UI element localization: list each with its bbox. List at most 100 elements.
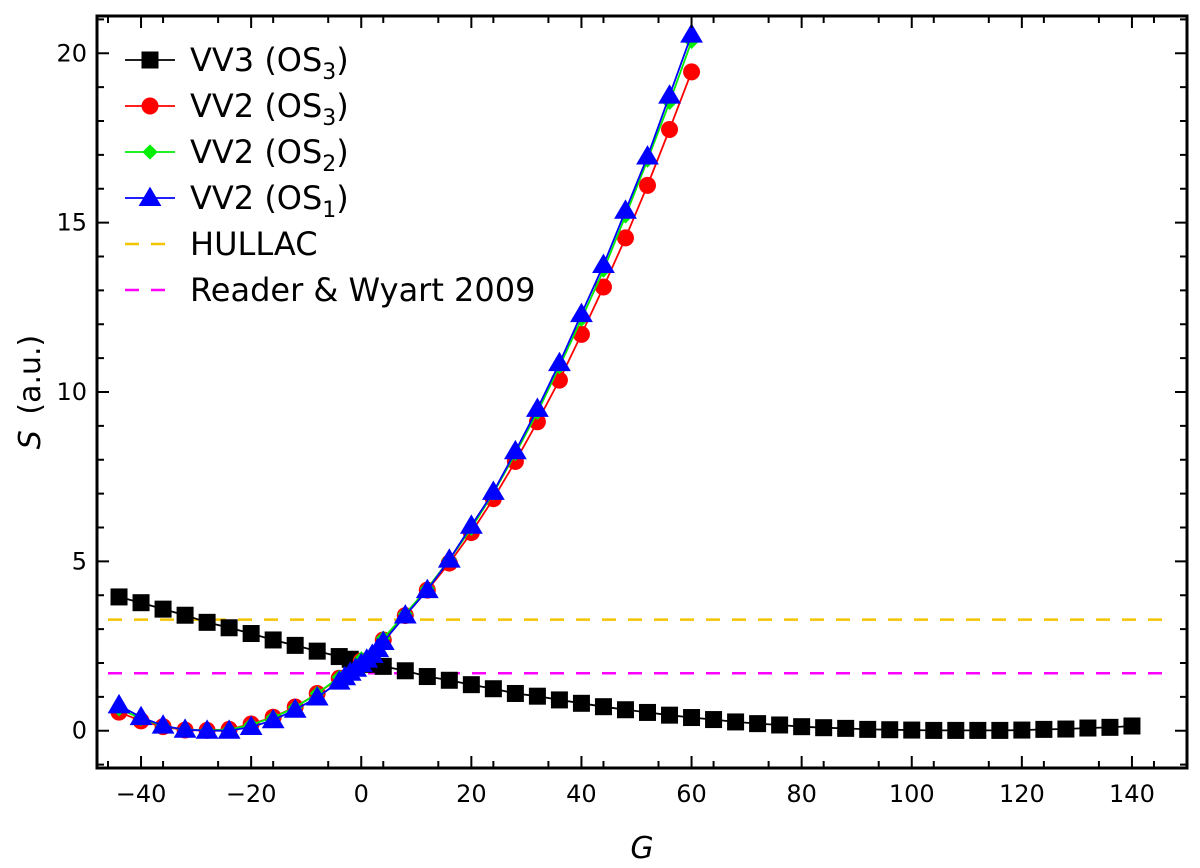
- data-point: [636, 145, 659, 165]
- data-point: [462, 676, 480, 694]
- data-point: [286, 636, 304, 654]
- data-point: [1057, 720, 1075, 738]
- data-point: [815, 719, 833, 737]
- data-point: [683, 63, 701, 81]
- data-point: [616, 701, 634, 719]
- data-point: [661, 120, 679, 138]
- data-point: [371, 630, 395, 650]
- data-point: [242, 625, 260, 643]
- data-point: [239, 715, 263, 735]
- data-point: [173, 718, 197, 738]
- data-point: [1079, 719, 1097, 737]
- data-point: [572, 694, 590, 712]
- data-point: [437, 548, 461, 568]
- data-point: [220, 619, 238, 637]
- legend-label: VV2 (OS2): [190, 133, 349, 177]
- y-tick-label: 20: [56, 39, 87, 67]
- data-point: [195, 719, 219, 739]
- legend-swatch-marker: [138, 186, 162, 206]
- legend: VV3 (OS3)VV2 (OS3)VV2 (OS2)VV2 (OS1)HULL…: [125, 41, 535, 309]
- data-point: [1035, 720, 1053, 738]
- data-point: [198, 613, 216, 631]
- data-point: [594, 278, 612, 296]
- data-point: [415, 578, 439, 599]
- data-point: [503, 439, 527, 460]
- legend-label: VV2 (OS1): [190, 179, 349, 223]
- data-point: [459, 514, 483, 534]
- data-point: [154, 600, 172, 618]
- data-point: [1013, 721, 1031, 739]
- legend-entry: VV2 (OS2): [125, 133, 349, 177]
- data-point: [594, 698, 612, 716]
- data-point: [969, 721, 987, 739]
- y-tick-label: 15: [56, 209, 87, 237]
- legend-entry: VV3 (OS3): [125, 41, 349, 85]
- data-point: [570, 302, 593, 323]
- legend-label-main: VV2 (OS: [190, 87, 322, 125]
- y-axis-unit: (a.u.): [13, 335, 48, 415]
- data-point: [308, 642, 326, 660]
- data-point: [550, 691, 568, 709]
- y-axis-title: S (a.u.): [13, 335, 48, 449]
- data-point: [548, 351, 571, 372]
- data-point: [859, 720, 877, 738]
- data-point: [749, 715, 767, 733]
- legend-entry: VV2 (OS1): [125, 179, 349, 223]
- data-point: [616, 229, 634, 247]
- data-point: [528, 687, 546, 705]
- data-point: [396, 662, 414, 680]
- legend-label-end: ): [336, 41, 348, 79]
- data-point: [947, 721, 965, 739]
- series-3: [107, 23, 703, 739]
- y-tick-label: 10: [56, 378, 87, 406]
- data-point: [418, 668, 436, 686]
- legend-label: VV3 (OS3): [190, 41, 349, 85]
- data-point: [1101, 718, 1119, 736]
- legend-label: Reader & Wyart 2009: [190, 271, 535, 309]
- legend-label-subscript: 2: [322, 152, 336, 177]
- legend-label: VV2 (OS3): [190, 87, 349, 131]
- data-point: [661, 706, 679, 724]
- data-point: [481, 480, 505, 500]
- data-point: [658, 84, 681, 104]
- data-point: [925, 721, 943, 739]
- legend-entry: Reader & Wyart 2009: [125, 271, 535, 309]
- x-tick-label: −40: [116, 780, 167, 808]
- x-tick-label: 20: [456, 780, 487, 808]
- data-point: [793, 718, 811, 736]
- ticks-layer: −40 −20 0 20 40 60 80 100 120 140 0 5 10 15 20: [56, 16, 1187, 808]
- data-point: [680, 23, 703, 43]
- data-point: [837, 719, 855, 737]
- x-tick-label: 120: [999, 780, 1045, 808]
- data-point: [484, 680, 502, 698]
- data-point: [176, 606, 194, 624]
- legend-label-main: HULLAC: [190, 225, 318, 263]
- data-point: [727, 713, 745, 731]
- data-point: [592, 253, 615, 273]
- data-point: [217, 719, 241, 739]
- x-tick-label: 60: [676, 780, 707, 808]
- data-point: [305, 686, 329, 706]
- data-point: [683, 709, 701, 727]
- data-point: [264, 631, 282, 649]
- data-point: [881, 721, 899, 739]
- data-point: [132, 594, 150, 612]
- data-point: [771, 716, 789, 734]
- data-point: [991, 721, 1009, 739]
- y-axis-symbol: S: [13, 430, 48, 449]
- legend-entry: VV2 (OS3): [125, 87, 349, 131]
- legend-label: HULLAC: [190, 225, 318, 263]
- x-tick-label: −20: [226, 780, 277, 808]
- legend-swatch-marker: [141, 97, 159, 115]
- y-tick-label: 5: [72, 547, 87, 575]
- legend-label-end: ): [336, 87, 348, 125]
- data-point: [107, 693, 131, 714]
- legend-label-subscript: 1: [322, 198, 336, 223]
- legend-label-end: ): [336, 133, 348, 171]
- x-tick-label: 0: [354, 780, 369, 808]
- x-axis-title: G: [630, 831, 653, 866]
- data-point: [614, 199, 637, 219]
- legend-entry: HULLAC: [125, 225, 318, 263]
- x-tick-label: 140: [1109, 780, 1155, 808]
